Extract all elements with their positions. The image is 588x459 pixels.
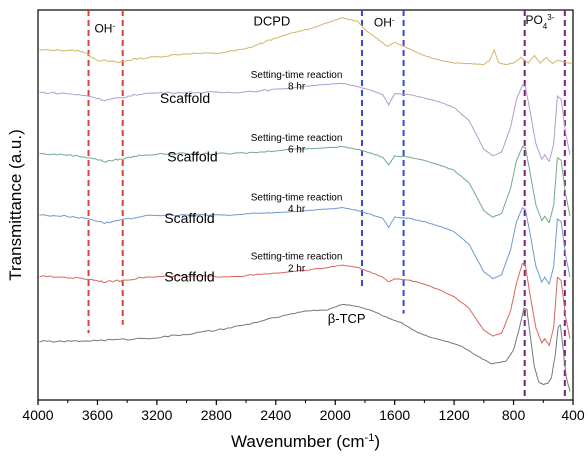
x-tick-label-800: 800: [502, 407, 526, 423]
x-axis: 4000 3600 3200 2800 2400 2000 1600 1200 800 400: [22, 400, 585, 423]
x-tick-label-3200: 3200: [141, 407, 172, 423]
x-tick-label-400: 400: [561, 407, 585, 423]
scaffold-label-4: Scaffold: [164, 268, 214, 284]
series-line-1: [39, 17, 572, 66]
x-tick-label-1600: 1600: [379, 407, 410, 423]
oh-label-2: OH-: [374, 15, 395, 30]
oh-label-1: OH-: [94, 21, 115, 36]
reference-lines: [87, 10, 566, 400]
plot-frame: [37, 9, 574, 401]
setting-label-3: Setting-time reaction: [251, 193, 343, 204]
btcp-label: β-TCP: [328, 311, 366, 326]
series-line-3: [39, 145, 571, 224]
po4-label: PO43-: [525, 12, 554, 30]
setting-label-1: Setting-time reaction: [251, 70, 343, 81]
x-axis-title-close: ): [374, 432, 380, 451]
scaffold-label-1: Scaffold: [160, 90, 210, 106]
annotations: OH- OH- PO43- DCPD Scaffold Scaffold Scaffold S…: [94, 12, 554, 326]
scaffold-label-2: Scaffold: [167, 149, 217, 165]
x-axis-title-main: Wavenumber (cm: [231, 432, 365, 451]
x-axis-title-sup: -1: [365, 432, 375, 444]
dcpd-label: DCPD: [253, 14, 290, 29]
x-tick-label-4000: 4000: [22, 407, 53, 423]
series-line-4: [39, 206, 571, 286]
x-tick-label-2800: 2800: [201, 407, 232, 423]
scaffold-label-3: Scaffold: [164, 210, 214, 226]
y-axis-title: Transmittance (a.u.): [6, 129, 25, 280]
setting-label-4: Setting-time reaction: [251, 252, 343, 263]
x-axis-title: Wavenumber (cm-1): [231, 432, 380, 451]
series-line-6: [39, 303, 571, 392]
setting-time-4: 2 hr: [288, 263, 306, 274]
setting-label-2: Setting-time reaction: [251, 133, 343, 144]
x-tick-label-1200: 1200: [439, 407, 470, 423]
x-tick-label-2400: 2400: [260, 407, 291, 423]
setting-time-1: 8 hr: [288, 82, 306, 93]
x-tick-label-3600: 3600: [82, 407, 113, 423]
series-line-2: [39, 82, 571, 163]
setting-time-3: 4 hr: [288, 204, 306, 215]
setting-time-2: 6 hr: [288, 145, 306, 156]
x-tick-label-2000: 2000: [320, 407, 351, 423]
series-line-5: [39, 262, 571, 347]
series-layer: [39, 17, 572, 392]
